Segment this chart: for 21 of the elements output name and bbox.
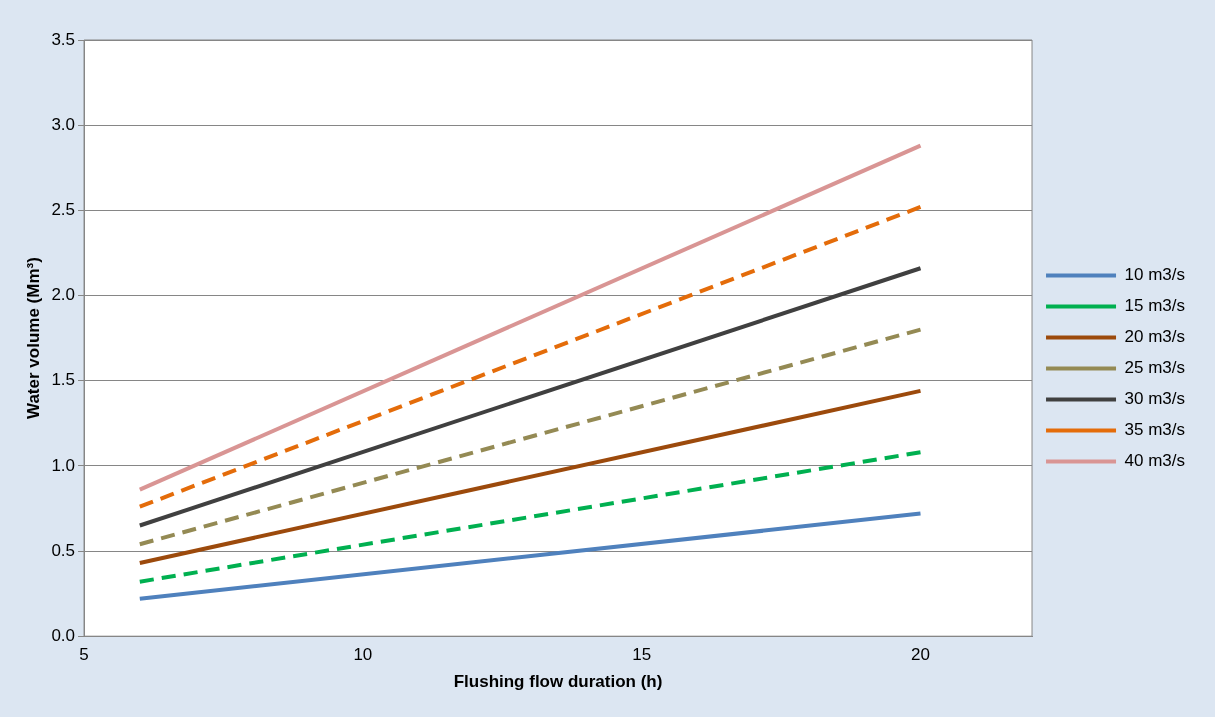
legend-label: 25 m3/s xyxy=(1124,358,1186,378)
y-tick-label: 0.5 xyxy=(51,540,76,560)
y-tick-label: 2.5 xyxy=(51,200,76,220)
legend-label: 10 m3/s xyxy=(1124,265,1186,285)
y-tick-label: 1.0 xyxy=(51,455,76,475)
x-tick-label: 20 xyxy=(911,645,930,665)
legend-label: 20 m3/s xyxy=(1124,327,1186,347)
y-tick-label: 2.0 xyxy=(51,285,76,305)
x-tick-label: 5 xyxy=(79,645,89,665)
x-tick-label: 15 xyxy=(632,645,652,665)
y-tick-label: 3.5 xyxy=(51,29,76,49)
x-axis-title: Flushing flow duration (h) xyxy=(453,672,663,692)
y-tick-label: 0.0 xyxy=(51,625,76,645)
legend-label: 40 m3/s xyxy=(1124,451,1186,471)
x-tick-label: 10 xyxy=(353,645,373,665)
y-tick-label: 1.5 xyxy=(51,370,76,390)
legend-label: 35 m3/s xyxy=(1124,420,1186,440)
legend-label: 30 m3/s xyxy=(1124,389,1186,409)
y-tick-label: 3.0 xyxy=(51,114,76,134)
legend-label: 15 m3/s xyxy=(1124,296,1186,316)
y-axis-title: Water volume (Mm³) xyxy=(23,257,43,420)
